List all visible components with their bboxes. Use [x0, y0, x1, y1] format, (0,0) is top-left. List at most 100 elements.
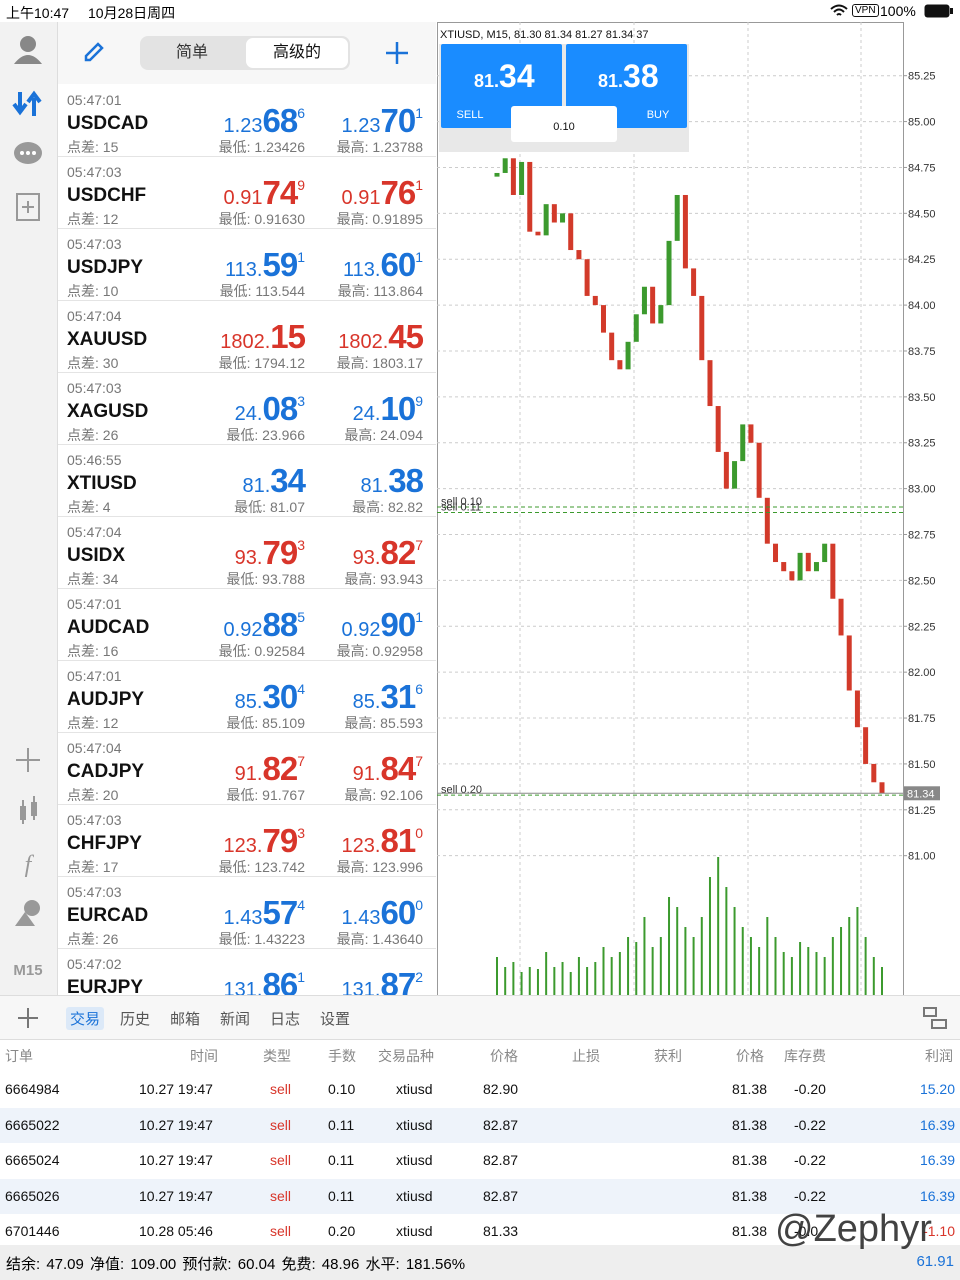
ask-price: 91.847 — [353, 750, 423, 788]
order-row[interactable]: 6665026 10.27 19:47 sell 0.11 xtiusd 82.87 81.… — [0, 1178, 960, 1214]
order-swap: -0.20 — [794, 1081, 826, 1097]
quote-row[interactable]: 05:46:55 XTIUSD 点差: 4 81.34 最低: 81.07 81.38 最高… — [58, 444, 436, 517]
candle — [781, 562, 787, 572]
tab[interactable]: 新闻 — [220, 1011, 251, 1028]
objects-icon[interactable] — [15, 900, 40, 926]
candle — [707, 360, 713, 407]
candle — [502, 158, 508, 173]
add-tab-button[interactable] — [16, 1006, 40, 1030]
sidebar-icons: f M15 — [12, 36, 43, 979]
bid-price: 81.34 — [242, 462, 306, 500]
candle — [633, 314, 639, 342]
quote-time: 05:47:01 — [67, 596, 122, 612]
lot-field — [511, 106, 617, 142]
y-tick-label: 82.00 — [908, 667, 936, 679]
candle — [519, 161, 525, 195]
order-row[interactable]: 6665022 10.27 19:47 sell 0.11 xtiusd 82.87 81.… — [0, 1107, 960, 1143]
advanced-tab[interactable]: 高级的 — [246, 38, 348, 68]
order-type: sell — [270, 1116, 292, 1133]
clock: 上午10:47 — [6, 5, 70, 21]
bid-price: 85.304 — [235, 678, 305, 716]
order-current: 81.38 — [731, 1081, 767, 1097]
quote-time: 05:47:04 — [67, 740, 122, 756]
tab[interactable]: 交易 — [66, 1007, 105, 1030]
order-time: 10.27 19:47 — [139, 1187, 213, 1204]
battery-icon — [924, 4, 953, 18]
quote-time: 05:47:04 — [67, 524, 122, 540]
chat-icon[interactable] — [14, 142, 42, 164]
ask-price: 85.316 — [353, 678, 423, 716]
quote-row[interactable]: 05:47:04 CADJPY 点差: 20 91.827 最低: 91.767 91.8… — [58, 732, 436, 805]
ask-part: 1.43 — [341, 907, 381, 929]
order-swap: -0.22 — [794, 1152, 826, 1168]
high-price: 最高: 82.82 — [352, 499, 423, 515]
crosshair-icon[interactable] — [16, 748, 40, 772]
quote-row[interactable]: 05:47:03 CHFJPY 点差: 17 123.793 最低: 123.742 12… — [58, 804, 436, 877]
candle — [535, 231, 541, 236]
edit-button[interactable] — [82, 40, 106, 64]
new-order-icon[interactable] — [16, 193, 40, 221]
bid-price: 93.793 — [235, 534, 305, 572]
high-price: 最高: 123.996 — [336, 859, 423, 875]
bid-part: 1 — [297, 969, 305, 985]
quote-spread: 点差: 15 — [67, 139, 119, 155]
high-price: 最高: 0.91895 — [336, 211, 423, 227]
add-symbol-button[interactable] — [384, 40, 410, 66]
tab[interactable]: 邮箱 — [170, 1011, 201, 1028]
ask-part: 7 — [415, 537, 423, 553]
chart-type-icon[interactable] — [20, 796, 37, 824]
candle — [699, 295, 705, 361]
low-price: 最低: 0.92584 — [218, 643, 305, 659]
ask-price: 131.872 — [342, 966, 423, 995]
status-bar: 上午10:47 10月28日周四 VPN 100% — [0, 0, 960, 22]
order-row[interactable]: 6664984 10.27 19:47 sell 0.10 xtiusd 82.90 81.… — [0, 1072, 960, 1108]
bid-part: 1802. — [220, 331, 271, 353]
quote-row[interactable]: 05:47:03 XAGUSD 点差: 26 24.083 最低: 23.966 24.1… — [58, 372, 436, 445]
tab[interactable]: 日志 — [270, 1011, 301, 1028]
quote-time: 05:47:01 — [67, 92, 122, 108]
simple-tab[interactable]: 简单 — [175, 44, 208, 61]
order-volume: 0.11 — [328, 1116, 355, 1133]
order-symbol: xtiusd — [396, 1187, 433, 1204]
layout-button[interactable] — [922, 1006, 948, 1030]
quote-spread: 点差: 12 — [67, 211, 119, 227]
tab[interactable]: 设置 — [320, 1011, 351, 1028]
y-tick-label: 81.50 — [908, 759, 936, 771]
candle — [691, 268, 697, 296]
bid-part: 6 — [297, 105, 305, 121]
ask-part: 2 — [415, 969, 423, 985]
column-header: 利润 — [925, 1048, 953, 1064]
quote-row[interactable]: 05:47:03 EURCAD 点差: 26 1.43574 最低: 1.43223 1.… — [58, 876, 436, 949]
quote-row[interactable]: 05:47:02EURJPY点差: 11131.861最低: 131.70013… — [58, 948, 436, 995]
ask-part: 38 — [388, 462, 424, 499]
quote-spread: 点差: 34 — [67, 571, 119, 587]
quote-symbol: CHFJPY — [67, 833, 142, 854]
order-volume: 0.11 — [328, 1187, 355, 1204]
order-price: 82.87 — [483, 1116, 519, 1133]
quote-time: 05:47:03 — [67, 380, 122, 396]
ask-price: 1.23701 — [342, 102, 423, 140]
tab[interactable]: 历史 — [120, 1011, 151, 1028]
indicator-icon[interactable]: f — [25, 852, 35, 878]
bid-label: 81.34 — [907, 788, 935, 800]
ask-part: 31 — [380, 678, 416, 715]
y-tick-label: 85.25 — [908, 71, 936, 83]
order-label: sell 0.20 — [441, 784, 482, 796]
quote-row[interactable]: 05:47:03 USDJPY 点差: 10 113.591 最低: 113.544 11… — [58, 228, 436, 301]
bid-part: 1.23 — [223, 115, 263, 137]
quote-row[interactable]: 05:47:03 USDCHF 点差: 12 0.91749 最低: 0.91630 0.… — [58, 156, 436, 229]
quotes-icon[interactable] — [12, 90, 42, 116]
bid-part: 74 — [262, 174, 298, 211]
order-label: sell 0.10 — [441, 496, 482, 508]
order-row[interactable]: 6665024 10.27 19:47 sell 0.11 xtiusd 82.87 81.… — [0, 1143, 960, 1179]
quote-row[interactable]: 05:47:01 USDCAD 点差: 15 1.23686 最低: 1.23426 1.… — [58, 84, 436, 157]
order-row[interactable]: 6701446 10.28 05:46 sell 0.20 xtiusd 81.33 81.… — [0, 1214, 960, 1250]
candle — [551, 204, 557, 223]
timeframe[interactable]: M15 — [13, 962, 42, 979]
quote-row[interactable]: 05:47:04 XAUUSD 点差: 30 1802.15 最低: 1794.12 18… — [58, 300, 436, 373]
quote-row[interactable]: 05:47:01 AUDCAD 点差: 16 0.92885 最低: 0.92584 0.… — [58, 588, 436, 661]
account-icon[interactable] — [14, 36, 42, 64]
ask-part: 1 — [415, 105, 423, 121]
quote-row[interactable]: 05:47:01 AUDJPY 点差: 12 85.304 最低: 85.109 85.3… — [58, 660, 436, 733]
quote-row[interactable]: 05:47:04 USIDX 点差: 34 93.793 最低: 93.788 93.82… — [58, 516, 436, 589]
